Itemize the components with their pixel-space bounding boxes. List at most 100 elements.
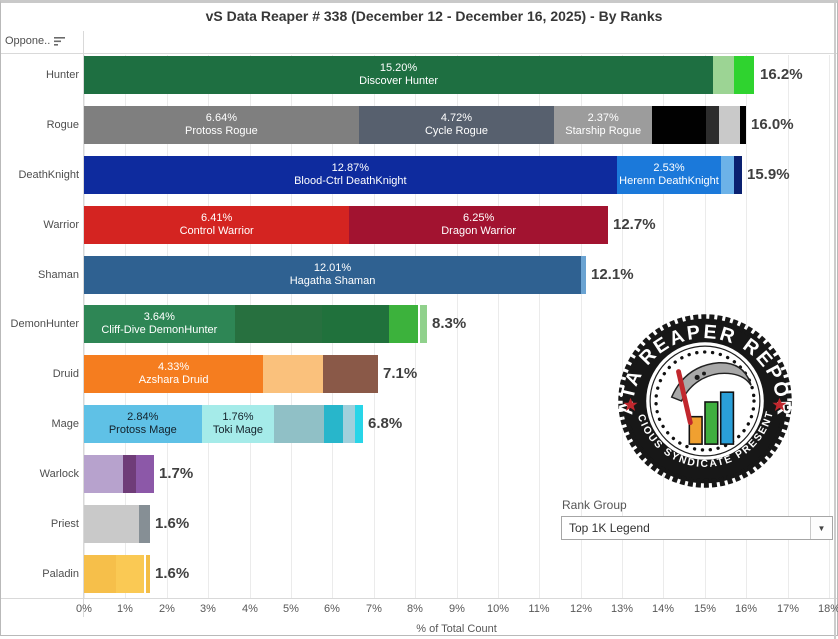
bar-segment[interactable] xyxy=(263,355,324,393)
segment-archetype-label: Toki Mage xyxy=(212,424,264,436)
total-label-demonhunter: 8.3% xyxy=(432,315,467,332)
bar-segment[interactable] xyxy=(323,355,379,393)
axis-tick-label: 6% xyxy=(324,603,340,615)
segment-archetype-label: Azshara Druid xyxy=(138,374,209,386)
sort-descending-icon[interactable] xyxy=(54,36,67,47)
bar-segment-discover-hunter[interactable]: 15.20% Discover Hunter xyxy=(84,56,714,94)
bar-segment-cliff-dive-demonhunter[interactable]: 3.64% Cliff-Dive DemonHunter xyxy=(84,305,235,343)
bar-segment-blood-ctrl-deathknight[interactable]: 12.87% Blood-Ctrl DeathKnight xyxy=(84,156,617,194)
bar-segment[interactable] xyxy=(144,555,147,593)
bar-segment[interactable] xyxy=(417,305,421,343)
bar-segment[interactable] xyxy=(713,56,734,94)
bar-segment[interactable] xyxy=(138,505,151,543)
bar-segment[interactable] xyxy=(342,405,356,443)
rank-group-dropdown[interactable]: Top 1K Legend ▼ xyxy=(561,516,833,540)
column-divider xyxy=(83,31,84,617)
bar-row-warrior: 6.41% Control Warrior 6.25% Dragon Warrior xyxy=(84,206,608,244)
segment-archetype-label: Cycle Rogue xyxy=(424,125,488,137)
segment-pct-label: 2.37% xyxy=(587,112,619,124)
bar-segment[interactable] xyxy=(706,106,720,144)
data-reaper-report-logo: DATA REAPER REPORT VICIOUS SYNDICATE PRE… xyxy=(607,303,792,488)
total-label-deathknight: 15.9% xyxy=(747,166,790,183)
bar-segment[interactable] xyxy=(733,156,743,194)
bar-segment[interactable] xyxy=(581,256,587,294)
logo-star-icons xyxy=(623,397,787,411)
bar-segment[interactable] xyxy=(324,405,343,443)
segment-pct-label: 3.64% xyxy=(143,311,175,323)
axis-line xyxy=(1,598,837,599)
segment-pct-label: 2.53% xyxy=(653,162,685,174)
row-label-druid[interactable]: Druid xyxy=(52,368,79,380)
bar-segment-control-warrior[interactable]: 6.41% Control Warrior xyxy=(84,206,350,244)
bar-segment[interactable] xyxy=(719,106,740,144)
bar-segment-hagatha-shaman[interactable]: 12.01% Hagatha Shaman xyxy=(84,256,582,294)
bar-segment-azshara-druid[interactable]: 4.33% Azshara Druid xyxy=(84,355,264,393)
bar-segment[interactable] xyxy=(355,405,363,443)
row-label-warrior[interactable]: Warrior xyxy=(43,219,79,231)
bar-segment[interactable] xyxy=(274,405,325,443)
bar-row-shaman: 12.01% Hagatha Shaman xyxy=(84,256,587,294)
bar-segment-starship-rogue[interactable]: 2.37% Starship Rogue xyxy=(554,106,653,144)
row-label-demonhunter[interactable]: DemonHunter xyxy=(10,318,79,330)
segment-pct-label: 4.33% xyxy=(158,361,190,373)
row-label-rogue[interactable]: Rogue xyxy=(46,119,79,131)
gridline xyxy=(498,55,499,598)
axis-tick-label: 10% xyxy=(486,603,510,615)
segment-archetype-label: Starship Rogue xyxy=(565,125,642,137)
row-label-shaman[interactable]: Shaman xyxy=(38,269,79,281)
axis-tick-label: 14% xyxy=(651,603,675,615)
segment-archetype-label: Herenn DeathKnight xyxy=(619,175,719,187)
axis-tick-label: 15% xyxy=(693,603,717,615)
axis-tick-label: 2% xyxy=(159,603,175,615)
bar-segment[interactable] xyxy=(733,56,755,94)
axis-tick-label: 7% xyxy=(366,603,382,615)
window-right-border xyxy=(834,3,836,639)
bar-segment[interactable] xyxy=(321,305,389,343)
gridline xyxy=(829,55,830,598)
row-label-hunter[interactable]: Hunter xyxy=(45,69,79,81)
bar-segment[interactable] xyxy=(420,305,427,343)
bar-segment[interactable] xyxy=(84,455,124,493)
row-label-warlock[interactable]: Warlock xyxy=(39,468,79,480)
axis-tick-label: 16% xyxy=(734,603,758,615)
bar-segment-herenn-deathknight[interactable]: 2.53% Herenn DeathKnight xyxy=(616,156,722,194)
bar-segment[interactable] xyxy=(84,555,117,593)
bar-segment[interactable] xyxy=(389,305,418,343)
bar-segment[interactable] xyxy=(721,156,734,194)
bar-segment[interactable] xyxy=(135,455,155,493)
row-label-deathknight[interactable]: DeathKnight xyxy=(18,169,79,181)
bar-segment-toki-mage[interactable]: 1.76% Toki Mage xyxy=(201,405,275,443)
bar-segment[interactable] xyxy=(234,305,322,343)
segment-archetype-label: Cliff-Dive DemonHunter xyxy=(101,324,218,336)
gridline xyxy=(581,55,582,598)
segment-pct-label: 1.76% xyxy=(222,411,254,423)
bar-segment-protoss-rogue[interactable]: 6.64% Protoss Rogue xyxy=(84,106,359,144)
chart-title: vS Data Reaper # 338 (December 12 - Dece… xyxy=(205,8,663,24)
bar-row-paladin xyxy=(84,555,151,593)
row-label-mage[interactable]: Mage xyxy=(51,418,79,430)
row-label-priest[interactable]: Priest xyxy=(50,518,79,530)
axis-tick-label: 0% xyxy=(76,603,92,615)
gridline xyxy=(457,55,458,598)
axis-tick-label: 5% xyxy=(283,603,299,615)
bar-segment[interactable] xyxy=(116,555,144,593)
segment-pct-label: 6.41% xyxy=(201,212,233,224)
segment-archetype-label: Protoss Rogue xyxy=(185,125,258,137)
bar-segment-cycle-rogue[interactable]: 4.72% Cycle Rogue xyxy=(358,106,555,144)
bar-segment[interactable] xyxy=(739,106,747,144)
segment-archetype-label: Hagatha Shaman xyxy=(289,275,376,287)
bar-segment-dragon-warrior[interactable]: 6.25% Dragon Warrior xyxy=(349,206,608,244)
bar-segment[interactable] xyxy=(652,106,707,144)
bar-segment[interactable] xyxy=(123,455,136,493)
gridline xyxy=(622,55,623,598)
bar-row-warlock xyxy=(84,455,155,493)
bar-segment[interactable] xyxy=(84,505,139,543)
bar-segment[interactable] xyxy=(146,555,151,593)
bar-segment-protoss-mage[interactable]: 2.84% Protoss Mage xyxy=(84,405,202,443)
total-label-mage: 6.8% xyxy=(368,415,403,432)
row-label-paladin[interactable]: Paladin xyxy=(42,568,79,580)
bar-row-mage: 2.84% Protoss Mage 1.76% Toki Mage xyxy=(84,405,363,443)
segment-archetype-label: Blood-Ctrl DeathKnight xyxy=(294,175,407,187)
column-header-opponent[interactable]: Oppone.. xyxy=(5,35,67,47)
chevron-down-icon[interactable]: ▼ xyxy=(810,517,832,539)
